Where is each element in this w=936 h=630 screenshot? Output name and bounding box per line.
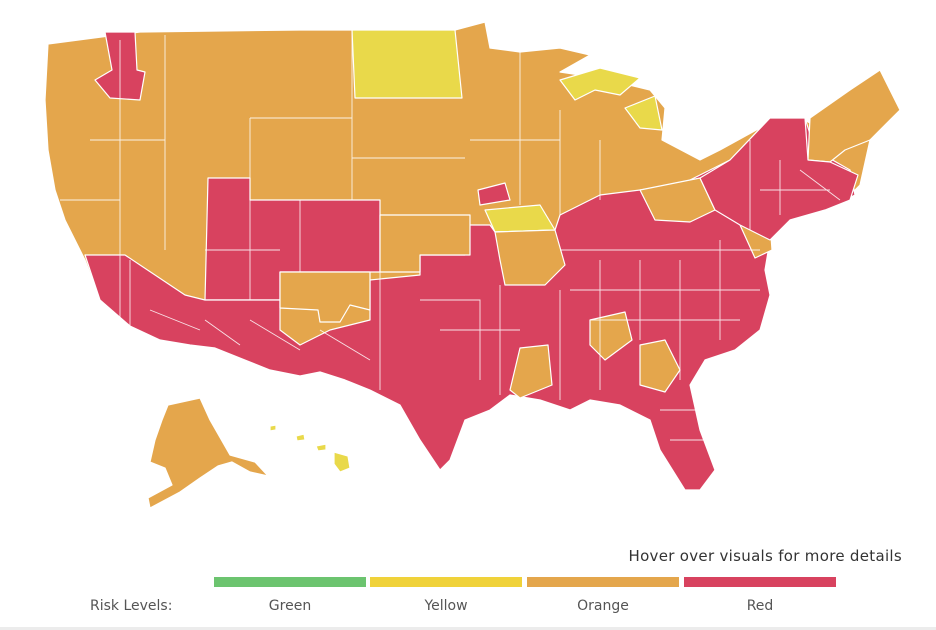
region-northeast-red[interactable] xyxy=(699,117,859,241)
legend-bar-orange[interactable] xyxy=(527,577,679,587)
legend-bar-yellow[interactable] xyxy=(370,577,522,587)
region-alaska[interactable] xyxy=(147,397,269,509)
legend-label-green: Green xyxy=(268,598,312,614)
region-missouri-orange[interactable] xyxy=(494,229,566,286)
region-nebraska-red[interactable] xyxy=(477,182,511,206)
region-alabama-orange[interactable] xyxy=(589,311,633,361)
legend-title: Risk Levels: xyxy=(90,598,173,614)
legend-label-yellow: Yellow xyxy=(424,598,468,614)
region-hawaii-maui[interactable] xyxy=(315,443,327,452)
district-borders xyxy=(60,30,841,441)
us-risk-map[interactable] xyxy=(0,0,936,530)
us-map-svg[interactable] xyxy=(0,0,936,530)
region-louisiana-orange[interactable] xyxy=(509,344,553,399)
region-hawaii-big[interactable] xyxy=(333,451,351,473)
region-michigan-lower[interactable] xyxy=(624,95,663,131)
legend-bar-green[interactable] xyxy=(214,577,366,587)
region-new-mexico-orange[interactable] xyxy=(279,271,371,323)
region-hawaii-oahu[interactable] xyxy=(295,433,306,442)
region-hawaii-kauai[interactable] xyxy=(269,424,277,432)
region-north-dakota[interactable] xyxy=(351,29,463,99)
legend-label-red: Red xyxy=(746,598,774,614)
region-ohio-orange[interactable] xyxy=(639,177,716,223)
region-georgia-orange[interactable] xyxy=(639,339,681,393)
legend-bar-red[interactable] xyxy=(684,577,836,587)
region-michigan-up[interactable] xyxy=(559,67,641,101)
legend-label-orange: Orange xyxy=(577,598,629,614)
bottom-divider xyxy=(0,627,936,630)
hover-note: Hover over visuals for more details xyxy=(628,547,902,565)
